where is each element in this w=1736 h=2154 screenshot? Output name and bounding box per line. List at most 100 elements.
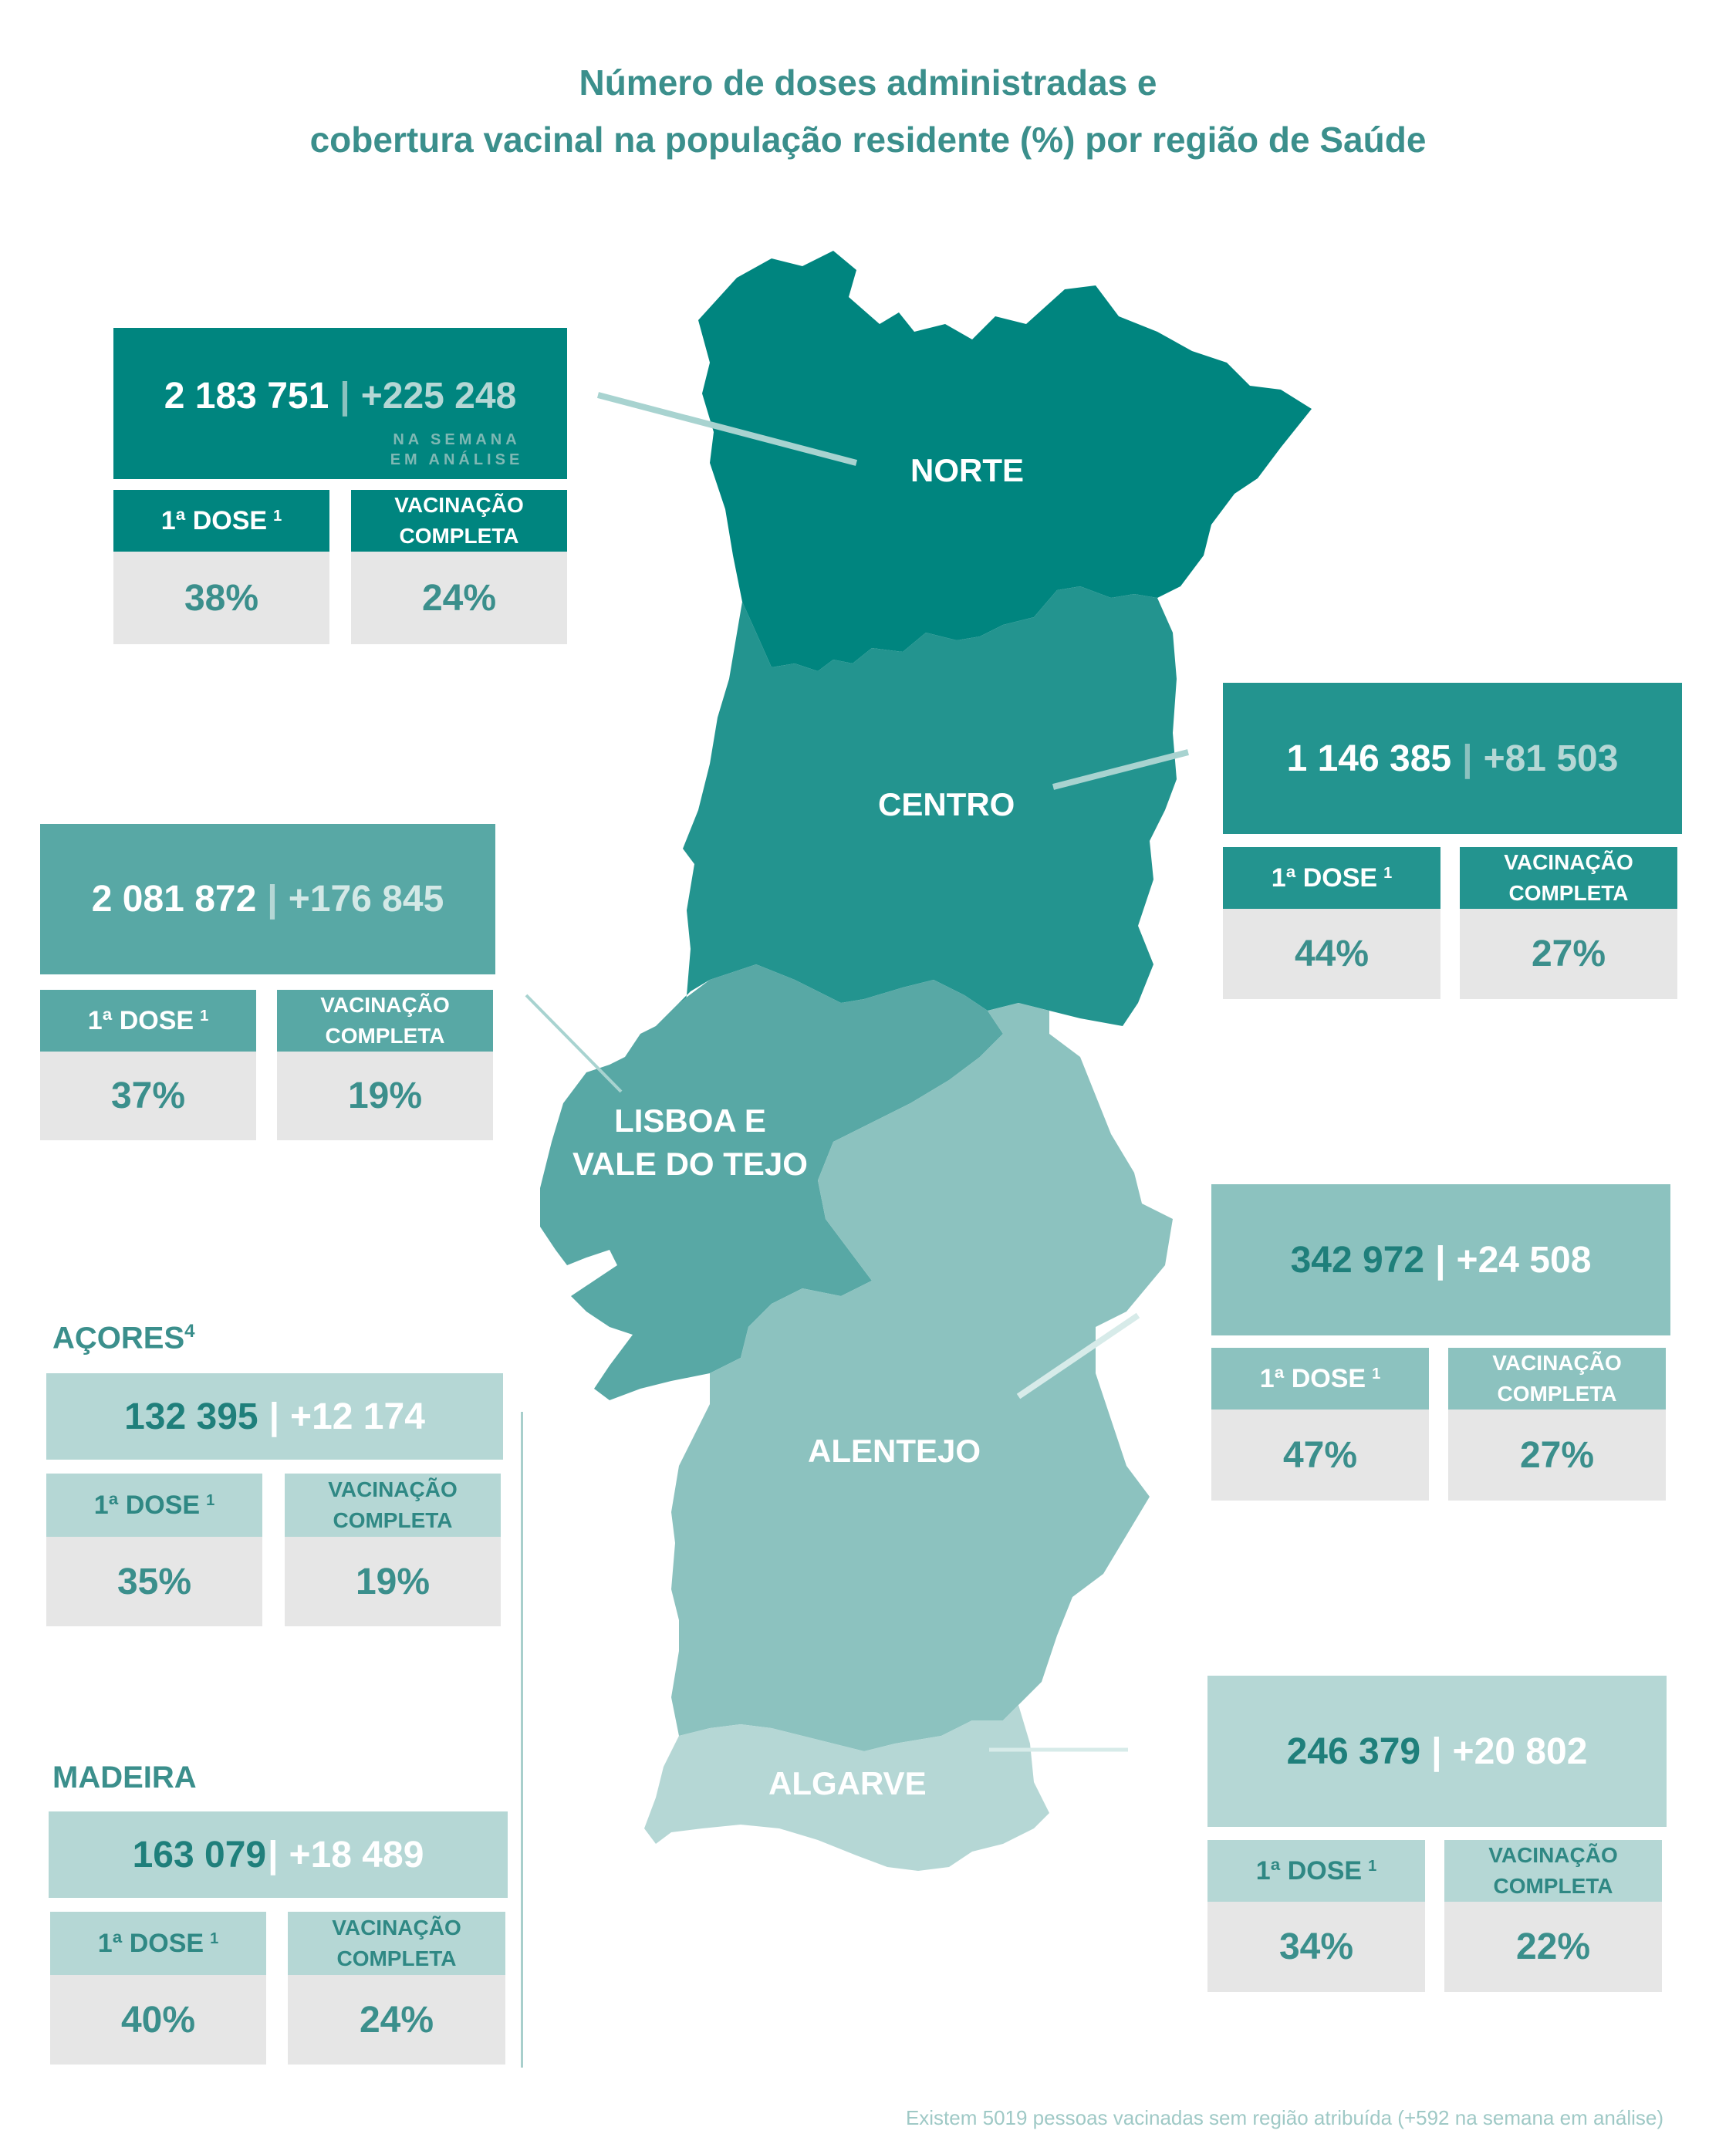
full-label-line-1: VACINAÇÃO [1492, 1351, 1622, 1375]
card-algarve-dose-value: 34% [1207, 1902, 1425, 1992]
dose-label: 1ª DOSE [1271, 863, 1378, 893]
card-lvt-totals: 2 081 872 | +176 845 [40, 824, 495, 974]
card-acores-weekly: +12 174 [290, 1396, 425, 1437]
dose-label: 1ª DOSE [1259, 1364, 1366, 1393]
card-centro: 1 146 385 | +81 503 1ª DOSE 1 VACINAÇÃO C… [1223, 683, 1682, 999]
region-centro-shape[interactable] [664, 586, 1177, 1072]
card-algarve: 246 379 | +20 802 1ª DOSE 1 VACINAÇÃO COM… [1207, 1676, 1667, 1992]
card-lvt-full-head: VACINAÇÃO COMPLETA [277, 990, 493, 1052]
region-label-lvt-line-2: VALE DO TEJO [572, 1146, 808, 1182]
madeira-title: MADEIRA [52, 1761, 197, 1794]
card-norte-dose-head: 1ª DOSE 1 [113, 490, 329, 552]
card-norte-weekly: +225 248 [360, 375, 517, 417]
card-madeira-separator: | [268, 1834, 279, 1875]
page-title: Número de doses administradas e cobertur… [0, 54, 1736, 168]
region-alentejo-shape[interactable] [671, 1003, 1173, 1751]
weekly-note-line-1: NA SEMANA [393, 431, 521, 448]
footnote: Existem 5019 pessoas vacinadas sem regiã… [905, 2106, 1663, 2129]
full-label-line-1: VACINAÇÃO [1504, 850, 1633, 874]
full-label-line-2: COMPLETA [325, 1024, 445, 1048]
card-centro-totals: 1 146 385 | +81 503 [1223, 683, 1682, 834]
card-centro-weekly: +81 503 [1483, 738, 1619, 779]
title-line-2: cobertura vacinal na população residente… [309, 120, 1427, 160]
card-acores-dose-head: 1ª DOSE 1 [46, 1474, 262, 1537]
region-algarve-shape[interactable] [644, 1705, 1049, 1871]
title-line-1: Número de doses administradas e [579, 62, 1157, 103]
card-centro-full-head: VACINAÇÃO COMPLETA [1460, 847, 1677, 909]
dose-note: 1 [210, 1930, 219, 1947]
card-norte-separator: | [339, 375, 350, 417]
region-label-centro: CENTRO [878, 786, 1015, 822]
dose-note: 1 [206, 1492, 215, 1509]
card-lvt-full-value: 19% [277, 1052, 493, 1140]
card-lvt-separator: | [267, 879, 278, 920]
card-centro-dose-head: 1ª DOSE 1 [1223, 847, 1440, 909]
acores-title: AÇORES4 [52, 1321, 195, 1356]
dose-note: 1 [1368, 1858, 1377, 1875]
full-label-line-1: VACINAÇÃO [332, 1916, 461, 1940]
card-centro-separator: | [1462, 738, 1473, 779]
leader-line-centro [1052, 749, 1189, 790]
full-label-line-2: COMPLETA [336, 1946, 457, 1970]
weekly-note-line-2: EM ANÁLISE [390, 451, 524, 468]
card-acores-full-head: VACINAÇÃO COMPLETA [285, 1474, 501, 1537]
card-madeira-weekly: +18 489 [289, 1834, 424, 1875]
card-algarve-totals: 246 379 | +20 802 [1207, 1676, 1667, 1827]
card-centro-full-value: 27% [1460, 909, 1677, 999]
card-acores-total: 132 395 [124, 1396, 258, 1437]
card-algarve-full-head: VACINAÇÃO COMPLETA [1444, 1840, 1662, 1902]
card-lvt-dose-head: 1ª DOSE 1 [40, 990, 256, 1052]
region-label-lvt: LISBOA E VALE DO TEJO [572, 1099, 808, 1186]
region-norte-shape[interactable] [698, 251, 1312, 671]
card-madeira: 163 079 | +18 489 1ª DOSE 1 VACINAÇÃO COM… [49, 1811, 508, 2065]
leader-line-lvt [525, 994, 623, 1093]
card-alentejo-dose-value: 47% [1211, 1410, 1429, 1501]
card-madeira-dose-value: 40% [50, 1975, 266, 2065]
card-alentejo-full-value: 27% [1448, 1410, 1666, 1501]
full-label-line-2: COMPLETA [1508, 881, 1629, 905]
card-madeira-totals: 163 079 | +18 489 [49, 1811, 508, 1898]
card-algarve-full-value: 22% [1444, 1902, 1662, 1992]
full-label-line-1: VACINAÇÃO [1488, 1843, 1618, 1867]
full-label-line-2: COMPLETA [399, 524, 519, 548]
card-norte-full-head: VACINAÇÃO COMPLETA [351, 490, 567, 552]
card-acores-totals: 132 395 | +12 174 [46, 1373, 503, 1460]
card-algarve-total: 246 379 [1286, 1730, 1421, 1772]
card-norte-totals: 2 183 751 | +225 248 [113, 328, 567, 479]
dose-note: 1 [1383, 865, 1393, 882]
region-label-lvt-line-1: LISBOA E [614, 1102, 766, 1139]
acores-note: 4 [184, 1321, 195, 1342]
card-algarve-dose-head: 1ª DOSE 1 [1207, 1840, 1425, 1902]
card-lvt-weekly: +176 845 [288, 879, 444, 920]
dose-note: 1 [273, 508, 282, 525]
full-label-line-1: VACINAÇÃO [328, 1477, 458, 1501]
card-acores-full-value: 19% [285, 1537, 501, 1626]
card-centro-total: 1 146 385 [1286, 738, 1452, 779]
acores-name: AÇORES [52, 1321, 185, 1356]
card-centro-dose-value: 44% [1223, 909, 1440, 999]
card-norte-dose-value: 38% [113, 552, 329, 644]
dose-label: 1ª DOSE [87, 1006, 194, 1035]
dose-note: 1 [1372, 1366, 1381, 1383]
card-alentejo: 342 972 | +24 508 1ª DOSE 1 VACINAÇÃO COM… [1211, 1184, 1670, 1501]
card-lvt: 2 081 872 | +176 845 1ª DOSE 1 VACINAÇÃO … [40, 824, 495, 1140]
leader-line-alentejo [1016, 1312, 1140, 1399]
card-norte-full-value: 24% [351, 552, 567, 644]
card-acores-separator: | [269, 1396, 280, 1437]
card-algarve-separator: | [1431, 1730, 1442, 1772]
card-madeira-dose-head: 1ª DOSE 1 [50, 1912, 266, 1975]
full-label-line-1: VACINAÇÃO [394, 493, 524, 517]
card-alentejo-dose-head: 1ª DOSE 1 [1211, 1348, 1429, 1410]
card-acores-dose-value: 35% [46, 1537, 262, 1626]
card-norte-weekly-note: NA SEMANA EM ANÁLISE [368, 430, 545, 470]
region-label-norte: NORTE [910, 452, 1024, 488]
card-norte: 2 183 751 | +225 248 NA SEMANA EM ANÁLIS… [113, 328, 567, 644]
card-alentejo-total: 342 972 [1290, 1239, 1425, 1281]
dose-label: 1ª DOSE [93, 1491, 201, 1520]
card-lvt-total: 2 081 872 [91, 879, 257, 920]
dose-label: 1ª DOSE [97, 1929, 204, 1958]
region-lvt-shape[interactable] [540, 964, 1003, 1400]
full-label-line-2: COMPLETA [1493, 1874, 1613, 1898]
full-label-line-2: COMPLETA [1497, 1382, 1617, 1406]
